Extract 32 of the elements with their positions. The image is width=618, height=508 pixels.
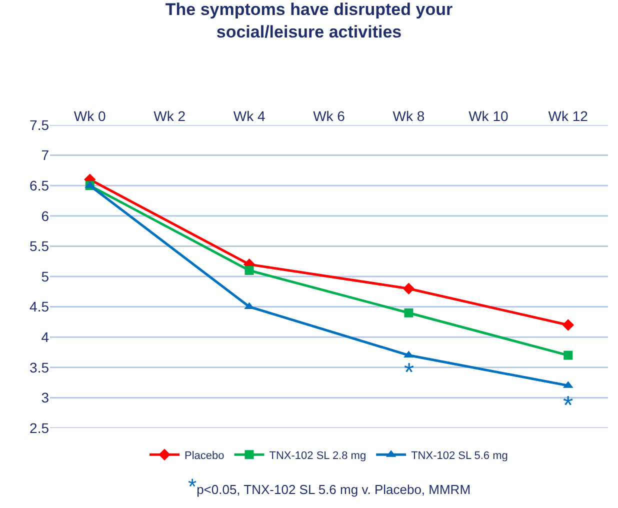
point	[244, 302, 254, 310]
x-tick-label: Wk 12	[548, 108, 588, 124]
y-tick-label: 2.5	[30, 420, 50, 436]
point	[244, 266, 254, 275]
y-tick-label: 3	[41, 390, 50, 406]
y-tick-label: 3.5	[30, 359, 50, 376]
point	[404, 308, 414, 318]
x-tick-label: Wk 4	[233, 108, 266, 124]
annotation: *	[404, 357, 414, 387]
y-tick-label: 4	[41, 329, 50, 345]
y-tick-label: 5.5	[30, 238, 50, 254]
y-tick-label: 7	[41, 147, 50, 164]
x-tick-label: Wk 0	[74, 108, 106, 124]
legend-label: TNX-102 SL 2.8 mg	[269, 450, 366, 462]
legend-label: TNX-102 SL 5.6 mg	[411, 450, 508, 462]
y-tick-label: 4.5	[30, 298, 50, 315]
x-tick-label: Wk 6	[313, 108, 346, 124]
x-tick-label: Wk 8	[392, 108, 425, 124]
y-tick-label: 6	[41, 208, 50, 224]
point	[404, 350, 414, 358]
x-tick-label: Wk 2	[154, 108, 186, 124]
legend-label: Placebo	[184, 450, 224, 462]
point	[402, 282, 415, 294]
point	[564, 350, 573, 360]
text: *p<0.05, TNX-102 SL 5.6 mg v. Placebo, MMRM	[188, 474, 471, 499]
chart-title: The symptoms have disrupted your social/leisure activities	[165, 0, 453, 42]
y-tick-label: 6.5	[30, 178, 50, 194]
point	[562, 319, 574, 331]
y-tick-label: 5	[41, 268, 50, 284]
annotation: *	[563, 390, 574, 420]
x-tick-label: Wk 10	[468, 108, 508, 124]
y-tick-label: 7.5	[30, 116, 50, 133]
